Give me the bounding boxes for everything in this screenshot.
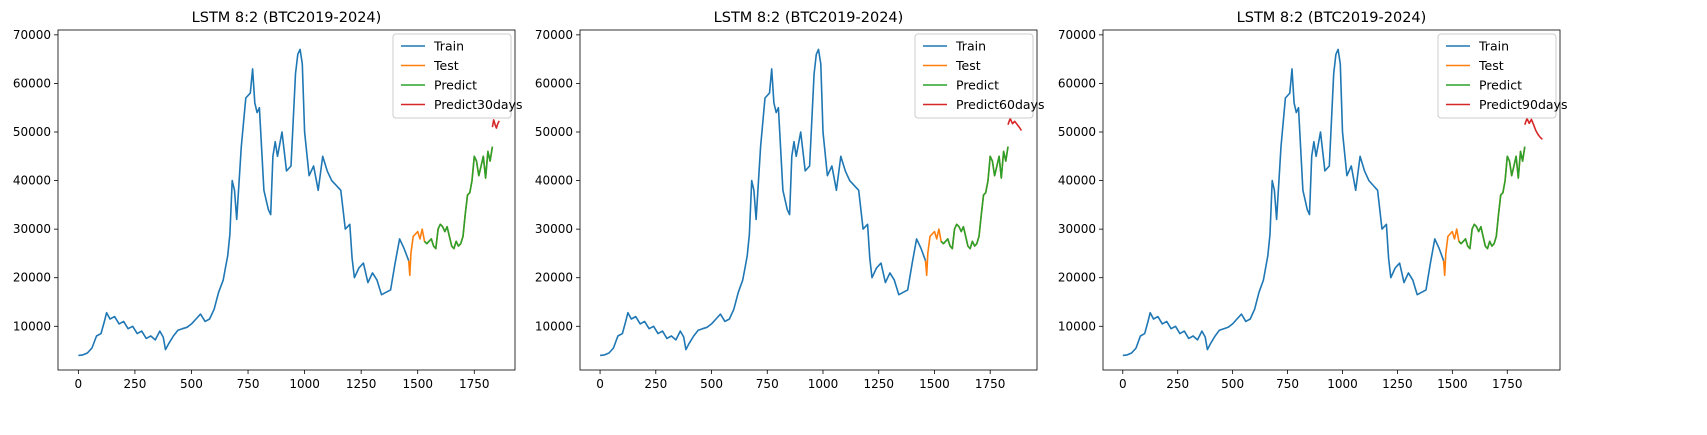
x-tick-label: 1250 bbox=[1382, 377, 1413, 391]
y-tick-label: 20000 bbox=[13, 271, 51, 285]
y-tick-label: 30000 bbox=[535, 222, 573, 236]
chart-panel-2: LSTM 8:2 (BTC2019-2024) 0 250 500 750 1000 125… bbox=[535, 10, 1045, 391]
series-line-predict bbox=[1458, 146, 1526, 250]
y-tick-label: 40000 bbox=[535, 174, 573, 188]
legend-frame bbox=[914, 33, 1034, 119]
x-tick-label: 1750 bbox=[975, 377, 1006, 391]
y-tick-label: 50000 bbox=[535, 125, 573, 139]
chart-title: LSTM 8:2 (BTC2019-2024) bbox=[1237, 10, 1427, 26]
legend-label: Test bbox=[1478, 58, 1504, 73]
x-tick-label: 750 bbox=[237, 377, 260, 391]
y-tick-label: 40000 bbox=[13, 174, 51, 188]
x-tick-label: 0 bbox=[596, 377, 604, 391]
legend-frame bbox=[1437, 33, 1557, 119]
legend-label: Test bbox=[433, 58, 459, 73]
x-tick-label: 1000 bbox=[1327, 377, 1358, 391]
x-tick-label: 1250 bbox=[863, 377, 894, 391]
chart-title: LSTM 8:2 (BTC2019-2024) bbox=[192, 10, 382, 26]
x-tick-label: 500 bbox=[700, 377, 723, 391]
y-tick-label: 50000 bbox=[13, 125, 51, 139]
legend-label: Test bbox=[955, 58, 981, 73]
y-tick-label: 30000 bbox=[13, 222, 51, 236]
series-line-forecast bbox=[1524, 117, 1543, 140]
x-tick-label: 1500 bbox=[919, 377, 950, 391]
series-line-forecast bbox=[491, 119, 500, 129]
x-tick-label: 500 bbox=[1221, 377, 1244, 391]
x-tick-label: 1500 bbox=[1437, 377, 1468, 391]
y-tick-label: 70000 bbox=[535, 28, 573, 42]
legend-label: Predict bbox=[956, 78, 999, 93]
chart-panel-3: LSTM 8:2 (BTC2019-2024) 0 250 500 750 1000 125… bbox=[1058, 10, 1568, 391]
series-line-train bbox=[600, 48, 927, 357]
legend-label: Predict90days bbox=[1479, 97, 1567, 112]
y-tick-label: 40000 bbox=[1058, 174, 1096, 188]
x-tick-label: 250 bbox=[123, 377, 146, 391]
x-tick-label: 0 bbox=[75, 377, 83, 391]
y-tick-label: 20000 bbox=[1058, 271, 1096, 285]
legend: Train Test Predict Predict90days bbox=[1437, 33, 1567, 119]
legend-label: Predict30days bbox=[434, 97, 522, 112]
series-line-predict bbox=[423, 146, 494, 250]
y-tick-label: 60000 bbox=[1058, 76, 1096, 90]
y-tick-label: 10000 bbox=[13, 319, 51, 333]
legend-label: Train bbox=[955, 39, 986, 54]
x-tick-label: 1500 bbox=[402, 377, 433, 391]
y-tick-label: 10000 bbox=[535, 319, 573, 333]
y-tick-label: 20000 bbox=[535, 271, 573, 285]
x-tick-label: 750 bbox=[756, 377, 779, 391]
x-tick-label: 250 bbox=[644, 377, 667, 391]
y-tick-label: 70000 bbox=[13, 28, 51, 42]
x-tick-label: 0 bbox=[1119, 377, 1127, 391]
x-tick-label: 1250 bbox=[346, 377, 377, 391]
y-tick-label: 60000 bbox=[13, 76, 51, 90]
legend-label: Predict bbox=[434, 78, 477, 93]
x-tick-label: 1750 bbox=[1492, 377, 1523, 391]
legend-label: Train bbox=[433, 39, 464, 54]
y-tick-label: 50000 bbox=[1058, 125, 1096, 139]
series-line-predict bbox=[940, 146, 1009, 250]
x-tick-label: 750 bbox=[1276, 377, 1299, 391]
legend-frame bbox=[392, 33, 512, 119]
y-tick-label: 10000 bbox=[1058, 319, 1096, 333]
x-tick-label: 250 bbox=[1166, 377, 1189, 391]
series-line-train bbox=[1122, 48, 1445, 357]
series-line-train bbox=[78, 48, 410, 357]
x-tick-label: 1000 bbox=[808, 377, 839, 391]
y-tick-label: 70000 bbox=[1058, 28, 1096, 42]
chart-panel-1: LSTM 8:2 (BTC2019-2024) 0 250 500 750 1000 125… bbox=[13, 10, 523, 391]
x-tick-label: 500 bbox=[180, 377, 203, 391]
y-tick-label: 30000 bbox=[1058, 222, 1096, 236]
legend-label: Predict bbox=[1479, 78, 1522, 93]
legend-label: Train bbox=[1478, 39, 1509, 54]
x-tick-label: 1750 bbox=[459, 377, 490, 391]
y-tick-label: 60000 bbox=[535, 76, 573, 90]
legend: Train Test Predict Predict60days bbox=[914, 33, 1044, 119]
legend: Train Test Predict Predict30days bbox=[392, 33, 522, 119]
chart-title: LSTM 8:2 (BTC2019-2024) bbox=[714, 10, 904, 26]
x-tick-label: 1000 bbox=[289, 377, 320, 391]
legend-label: Predict60days bbox=[956, 97, 1044, 112]
